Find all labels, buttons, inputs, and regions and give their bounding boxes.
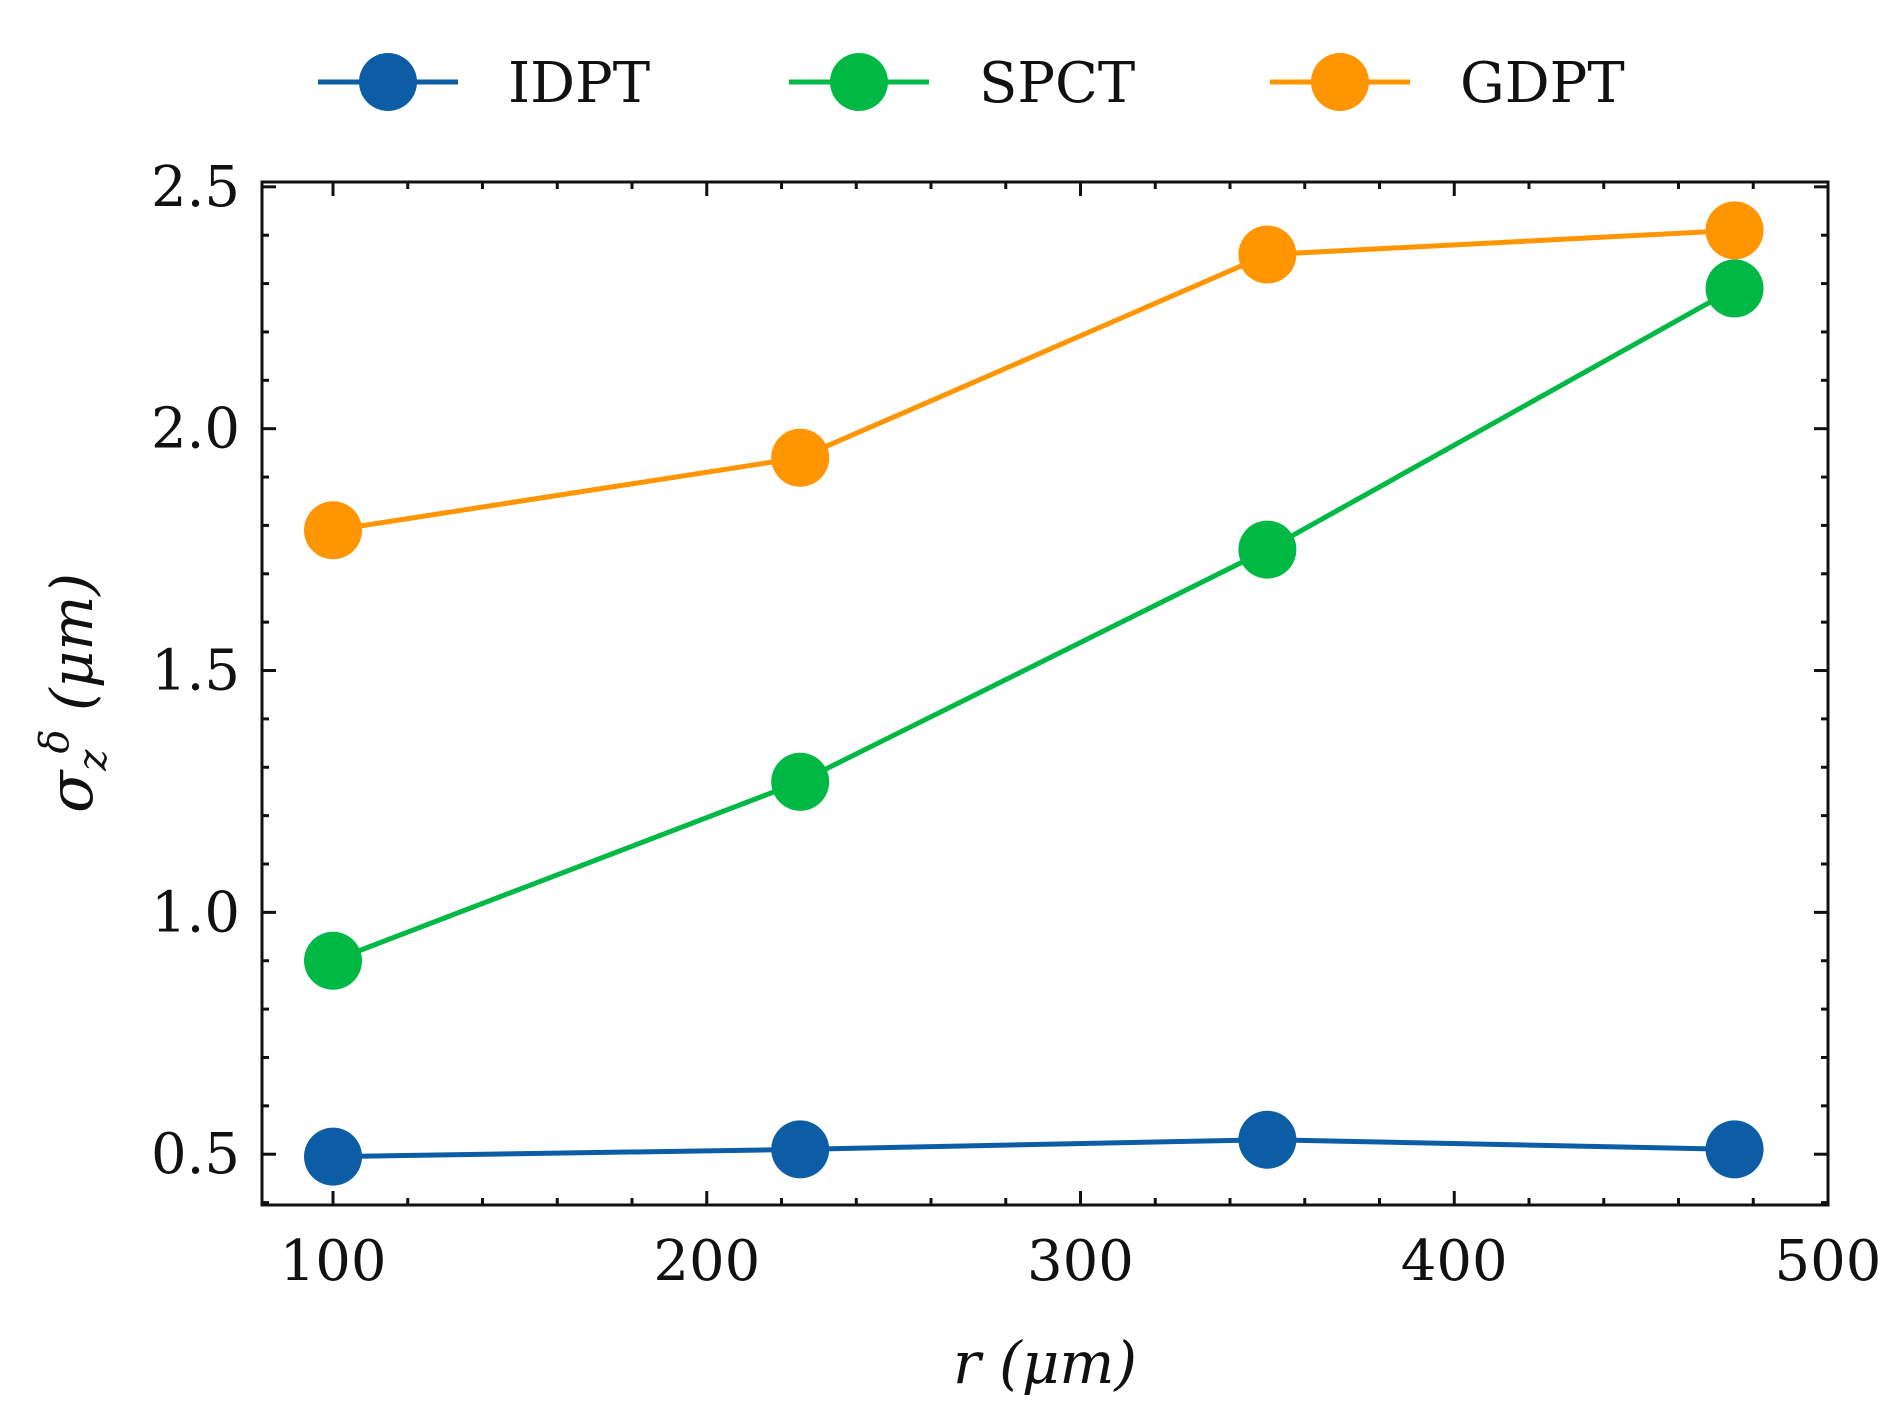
y-tick-label: 0.5: [151, 1122, 240, 1187]
data-point-gdpt: [1705, 201, 1764, 260]
data-point-idpt: [1238, 1110, 1297, 1169]
data-point-spct: [771, 752, 830, 811]
legend-entry-idpt: IDPT: [318, 51, 650, 116]
x-tick-label: 500: [1775, 1229, 1882, 1294]
data-point-gdpt: [771, 428, 830, 487]
series-gdpt: [304, 201, 1764, 560]
legend-marker: [830, 53, 888, 111]
x-tick-label: 200: [653, 1229, 760, 1294]
legend: IDPT SPCT GDPT: [318, 51, 1625, 116]
series-spct: [304, 259, 1764, 990]
y-tick-label: 1.5: [151, 639, 240, 704]
legend-label: SPCT: [979, 51, 1135, 116]
data-point-idpt: [304, 1127, 363, 1186]
legend-entry-spct: SPCT: [789, 51, 1135, 116]
legend-marker: [359, 53, 417, 111]
legend-label: IDPT: [508, 51, 650, 116]
data-point-spct: [1238, 520, 1297, 579]
series-idpt: [304, 1110, 1764, 1186]
series-line-idpt: [332, 1137, 1735, 1160]
legend-entry-gdpt: GDPT: [1270, 51, 1625, 116]
plot-frame: [260, 180, 1830, 1207]
series-layer: [304, 201, 1764, 1186]
y-tick-label: 1.0: [151, 880, 240, 945]
tick-labels: 100 200 300 400 500 0.5 1.0 1.5 2.0 2.5: [151, 155, 1882, 1294]
x-axis-label: r (μm): [953, 1329, 1137, 1397]
y-axis-label: σzδ (μm): [32, 573, 116, 813]
legend-marker: [1311, 53, 1369, 111]
data-point-idpt: [771, 1120, 830, 1179]
x-tick-label: 300: [1027, 1229, 1134, 1294]
legend-label: GDPT: [1460, 51, 1625, 116]
y-tick-label: 2.5: [151, 155, 240, 220]
data-point-idpt: [1705, 1120, 1764, 1179]
series-line-spct: [332, 286, 1736, 964]
y-tick-label: 2.0: [151, 397, 240, 462]
axis-ticks: [262, 182, 1830, 1205]
data-point-spct: [1705, 259, 1764, 318]
x-tick-label: 100: [280, 1229, 387, 1294]
data-point-spct: [304, 931, 363, 990]
data-point-gdpt: [304, 501, 363, 560]
x-tick-label: 400: [1401, 1229, 1508, 1294]
series-line-gdpt: [332, 227, 1735, 533]
data-point-gdpt: [1238, 225, 1297, 284]
